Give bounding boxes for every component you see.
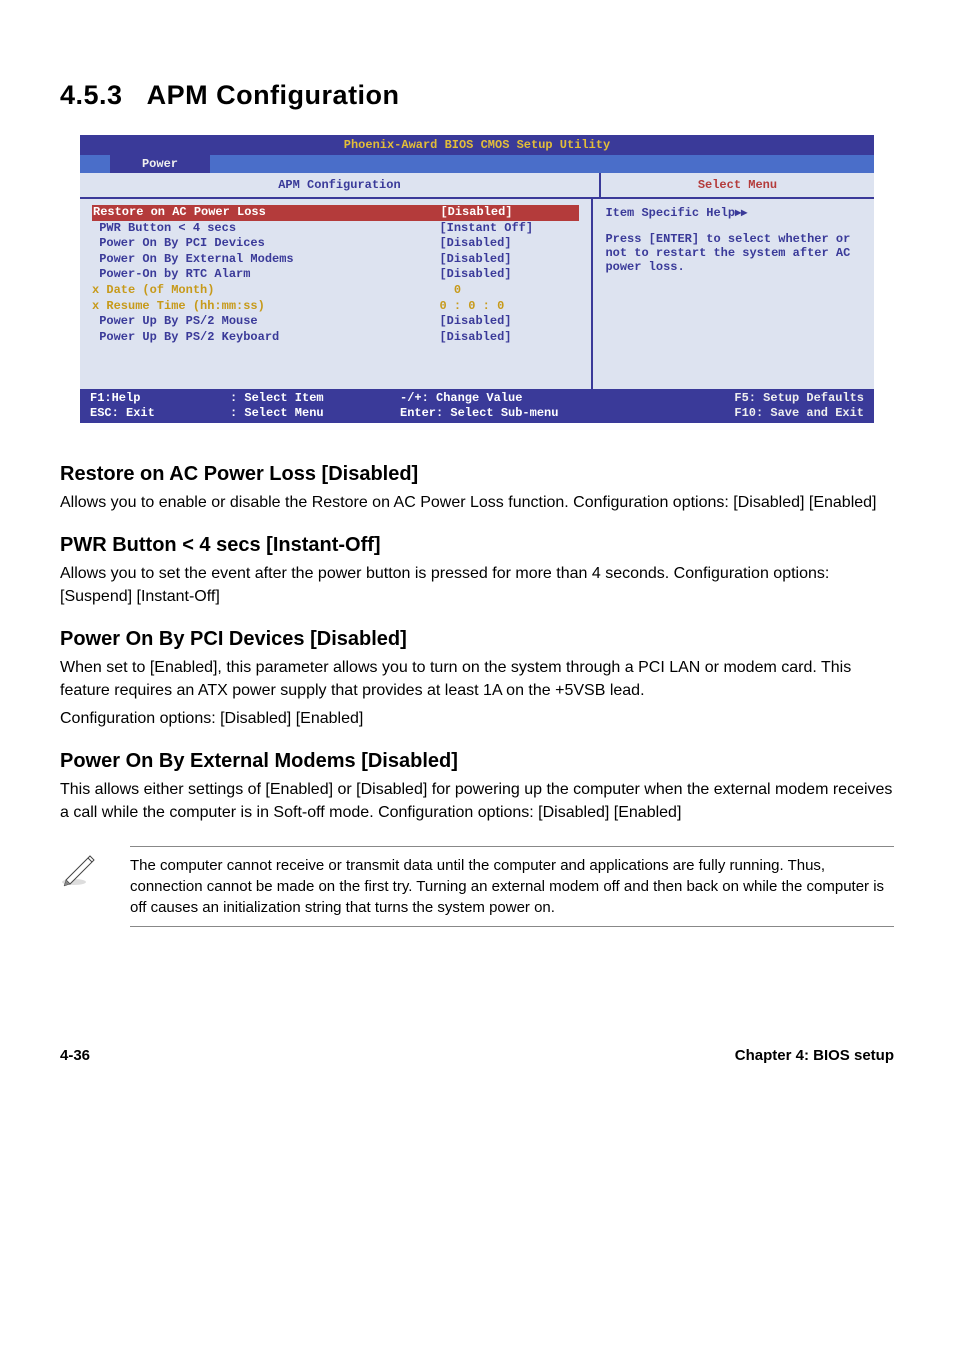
bios-footer: F1:Help ESC: Exit : Select Item : Select… [80,389,874,423]
bios-options-pane: Restore on AC Power Loss[Disabled] PWR B… [80,199,593,389]
bios-option-value: [Instant Off] [439,221,579,237]
select-menu: : Select Menu [230,406,400,421]
bios-option-row: Power-On by RTC Alarm[Disabled] [92,267,579,283]
bios-header-left: APM Configuration [80,173,601,197]
bios-option-label: x Resume Time (hh:mm:ss) [92,299,439,315]
bios-title: Phoenix-Award BIOS CMOS Setup Utility [80,135,874,155]
bios-help-body: Press [ENTER] to select whether or not t… [605,232,862,274]
bios-option-row: x Resume Time (hh:mm:ss)0 : 0 : 0 [92,299,579,315]
bios-option-label: Power On By PCI Devices [92,236,439,252]
bios-option-label: Power-On by RTC Alarm [92,267,439,283]
help-arrow-icon: ▸▸ [735,205,747,219]
select-submenu: Enter: Select Sub-menu [400,406,684,421]
para-pci-devices: When set to [Enabled], this parameter al… [60,657,894,702]
bios-header-right: Select Menu [601,173,874,197]
para-restore-ac: Allows you to enable or disable the Rest… [60,492,894,514]
heading-restore-ac: Restore on AC Power Loss [Disabled] [60,463,894,486]
note-text: The computer cannot receive or transmit … [130,846,894,927]
chapter-label: Chapter 4: BIOS setup [735,1047,894,1064]
heading-pwr-button: PWR Button < 4 secs [Instant-Off] [60,534,894,557]
note-box: The computer cannot receive or transmit … [60,846,894,927]
bios-help-pane: Item Specific Help▸▸ Press [ENTER] to se… [593,199,874,389]
bios-option-value: 0 [439,283,579,299]
bios-option-value: [Disabled] [439,236,579,252]
bios-option-row: Power Up By PS/2 Mouse[Disabled] [92,314,579,330]
section-number: 4.5.3 [60,80,123,110]
bios-screenshot: Phoenix-Award BIOS CMOS Setup Utility Po… [80,135,874,423]
bios-option-row: Power On By PCI Devices[Disabled] [92,236,579,252]
bios-option-label: PWR Button < 4 secs [92,221,439,237]
change-value: -/+: Change Value [400,391,684,406]
bios-tab-power: Power [110,155,210,173]
bios-option-value: [Disabled] [439,314,579,330]
bios-option-label: Power Up By PS/2 Mouse [92,314,439,330]
bios-option-value: [Disabled] [439,252,579,268]
bios-option-label: x Date (of Month) [92,283,439,299]
bios-option-label: Power Up By PS/2 Keyboard [92,330,439,346]
f10-save-exit: F10: Save and Exit [684,406,864,421]
bios-option-value: [Disabled] [439,205,579,221]
select-item: : Select Item [230,391,400,406]
bios-option-value: 0 : 0 : 0 [439,299,579,315]
bios-option-row: Restore on AC Power Loss[Disabled] [92,205,579,221]
bios-option-row: x Date (of Month) 0 [92,283,579,299]
heading-pci-devices: Power On By PCI Devices [Disabled] [60,628,894,651]
para-pci-devices-opts: Configuration options: [Disabled] [Enabl… [60,708,894,730]
bios-option-row: Power On By External Modems[Disabled] [92,252,579,268]
esc-exit: ESC: Exit [90,406,230,421]
section-name: APM Configuration [147,80,400,110]
bios-option-value: [Disabled] [439,267,579,283]
bios-option-label: Restore on AC Power Loss [92,205,439,221]
f5-setup-defaults: F5: Setup Defaults [684,391,864,406]
para-ext-modems: This allows either settings of [Enabled]… [60,779,894,824]
bios-option-row: PWR Button < 4 secs[Instant Off] [92,221,579,237]
f1-help: F1:Help [90,391,230,406]
bios-help-title: Item Specific Help [605,206,735,220]
heading-ext-modems: Power On By External Modems [Disabled] [60,750,894,773]
page-footer: 4-36 Chapter 4: BIOS setup [60,1047,894,1064]
section-title: 4.5.3 APM Configuration [60,80,894,111]
page-number: 4-36 [60,1047,90,1064]
para-pwr-button: Allows you to set the event after the po… [60,563,894,608]
bios-option-label: Power On By External Modems [92,252,439,268]
note-pencil-icon [60,846,100,893]
bios-tab-bar: Power [80,155,874,173]
bios-option-value: [Disabled] [439,330,579,346]
bios-option-row: Power Up By PS/2 Keyboard[Disabled] [92,330,579,346]
